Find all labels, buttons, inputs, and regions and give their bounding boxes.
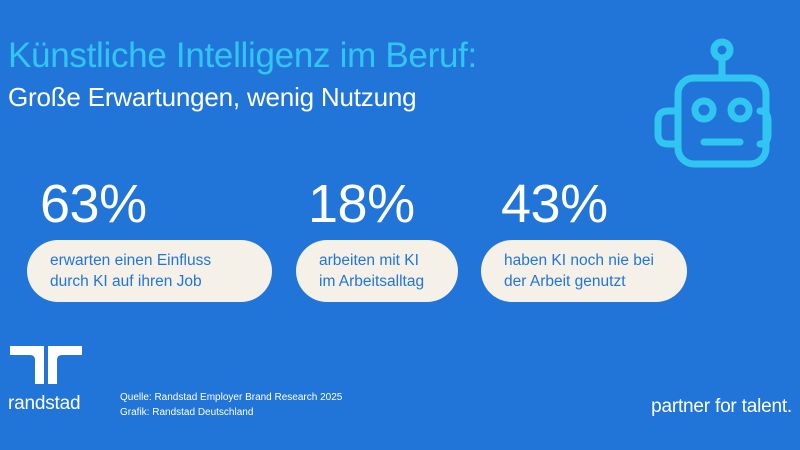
stat-label-1: erwarten einen Einfluss durch KI auf ihr… — [50, 252, 212, 290]
stat-label-3: haben KI noch nie bei der Arbeit genutzt — [504, 252, 654, 290]
stat-value-2: 18% — [308, 174, 415, 234]
stat-label-2: arbeiten mit KI im Arbeitsalltag — [319, 252, 425, 290]
source-line: Quelle: Randstad Employer Brand Research… — [120, 392, 343, 403]
brand-name: randstad — [8, 393, 81, 414]
stat-pill-1: erwarten einen Einfluss durch KI auf ihr… — [27, 240, 272, 302]
source-note: Quelle: Randstad Employer Brand Research… — [120, 390, 342, 420]
tagline: partner for talent. — [651, 396, 792, 417]
stat-pill-3: haben KI noch nie bei der Arbeit genutzt — [481, 240, 687, 302]
page-title: Künstliche Intelligenz im Beruf: — [8, 36, 477, 75]
stat-pill-2: arbeiten mit KI im Arbeitsalltag — [296, 240, 458, 302]
robot-head-icon — [654, 38, 772, 168]
page-subtitle: Große Erwartungen, wenig Nutzung — [8, 82, 417, 112]
randstad-logo-icon — [10, 346, 82, 384]
stat-value-3: 43% — [501, 174, 608, 234]
stat-value-1: 63% — [40, 174, 147, 234]
graphic-credit: Grafik: Randstad Deutschland — [120, 407, 254, 418]
